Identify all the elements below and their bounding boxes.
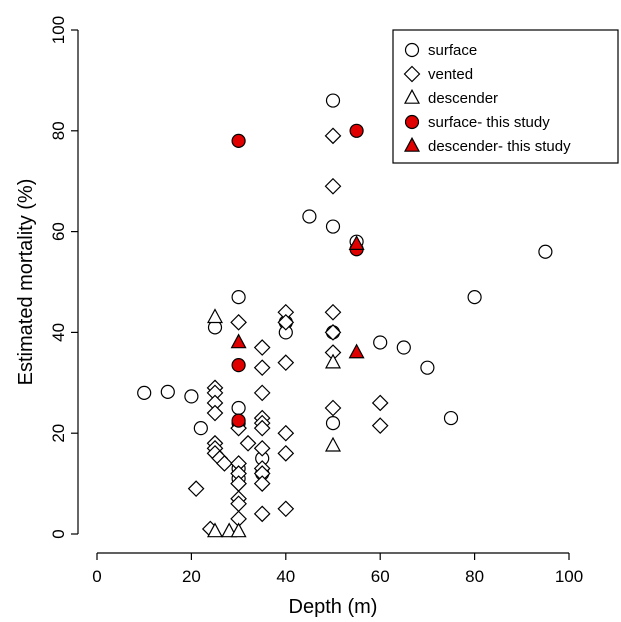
data-point	[206, 308, 224, 324]
data-point	[324, 127, 342, 145]
data-point	[420, 360, 435, 375]
x-ticks: 0 20 40 60 80 100	[92, 553, 583, 586]
data-point	[160, 384, 175, 399]
data-point	[538, 244, 553, 259]
data-point	[231, 400, 246, 416]
data-point	[277, 354, 295, 371]
x-tick-label: 0	[92, 567, 101, 586]
x-axis: 0 20 40 60 80 100 Depth (m)	[92, 552, 583, 618]
data-point	[253, 419, 271, 437]
y-axis-title: Estimated mortality (%)	[15, 179, 37, 386]
data-point	[324, 399, 342, 417]
data-point	[348, 235, 365, 250]
data-point	[239, 434, 257, 452]
data-point	[253, 439, 271, 457]
data-point	[371, 394, 389, 412]
data-point	[324, 436, 342, 452]
data-point	[348, 343, 365, 359]
data-point	[324, 303, 342, 321]
legend-item: vented	[403, 65, 473, 83]
y-tick-label: 0	[49, 529, 68, 538]
data-point	[193, 421, 208, 436]
data-point	[277, 445, 295, 462]
data-point	[396, 340, 411, 355]
y-tick-label: 100	[49, 16, 68, 44]
legend-marker	[404, 42, 420, 58]
x-axis-title: Depth (m)	[289, 596, 378, 618]
data-point	[184, 389, 199, 404]
data-point	[324, 324, 342, 341]
data-point	[349, 123, 364, 138]
series-descender	[206, 308, 342, 538]
series-surface-this-study	[231, 123, 364, 428]
data-point	[467, 290, 482, 305]
data-point	[277, 313, 295, 331]
x-tick-label: 60	[371, 567, 390, 586]
data-point	[206, 404, 224, 422]
legend-label: descender	[428, 90, 498, 107]
data-point	[302, 209, 317, 224]
legend-item: descender- this study	[403, 136, 571, 155]
data-point	[443, 410, 459, 426]
legend-label: surface	[428, 42, 477, 59]
data-point	[206, 522, 224, 538]
y-ticks: 0 20 40 60 80 100	[49, 16, 78, 539]
y-tick-label: 60	[49, 222, 68, 241]
legend-label: descender- this study	[428, 138, 571, 155]
data-point	[373, 335, 388, 350]
data-point	[230, 313, 247, 331]
legend-label: vented	[428, 66, 473, 83]
legend-item: descender	[403, 88, 498, 107]
legend: surface vented descender surface- this stud…	[392, 29, 619, 164]
data-point	[371, 417, 389, 434]
legend-marker	[403, 136, 421, 152]
data-point	[277, 500, 295, 518]
data-point	[324, 353, 342, 369]
legend-label: surface- this study	[428, 114, 550, 131]
series-descender-this-study	[230, 235, 365, 359]
data-point	[187, 480, 205, 497]
data-point	[231, 358, 246, 373]
legend-marker	[403, 88, 421, 104]
data-point	[231, 413, 246, 428]
data-point	[253, 505, 271, 523]
legend-marker	[404, 114, 420, 130]
y-tick-label: 20	[49, 424, 68, 443]
legend-marker	[403, 65, 421, 83]
data-point	[231, 133, 246, 148]
data-point	[325, 93, 341, 108]
data-points	[137, 93, 553, 538]
data-point	[231, 290, 246, 305]
series-vented	[187, 127, 389, 538]
x-tick-label: 100	[555, 567, 583, 586]
x-tick-label: 20	[182, 567, 201, 586]
data-point	[325, 219, 341, 234]
legend-box	[392, 29, 619, 164]
data-point	[253, 359, 271, 377]
data-point	[277, 424, 295, 442]
data-point	[221, 522, 238, 538]
data-point	[325, 416, 341, 431]
data-point	[230, 333, 247, 349]
x-tick-label: 80	[465, 567, 484, 586]
x-tick-label: 40	[276, 567, 295, 586]
y-tick-label: 40	[49, 323, 68, 342]
data-point	[216, 455, 233, 472]
y-axis: 0 20 40 60 80 100 Estimated mortality (%)	[15, 16, 79, 539]
data-point	[253, 339, 271, 356]
data-point	[253, 384, 271, 402]
legend-item: surface	[404, 42, 477, 59]
data-point	[230, 522, 247, 538]
data-point	[253, 475, 271, 492]
data-point	[137, 385, 152, 400]
legend-item: surface- this study	[404, 114, 550, 131]
y-tick-label: 80	[49, 121, 68, 140]
data-point	[324, 177, 342, 195]
